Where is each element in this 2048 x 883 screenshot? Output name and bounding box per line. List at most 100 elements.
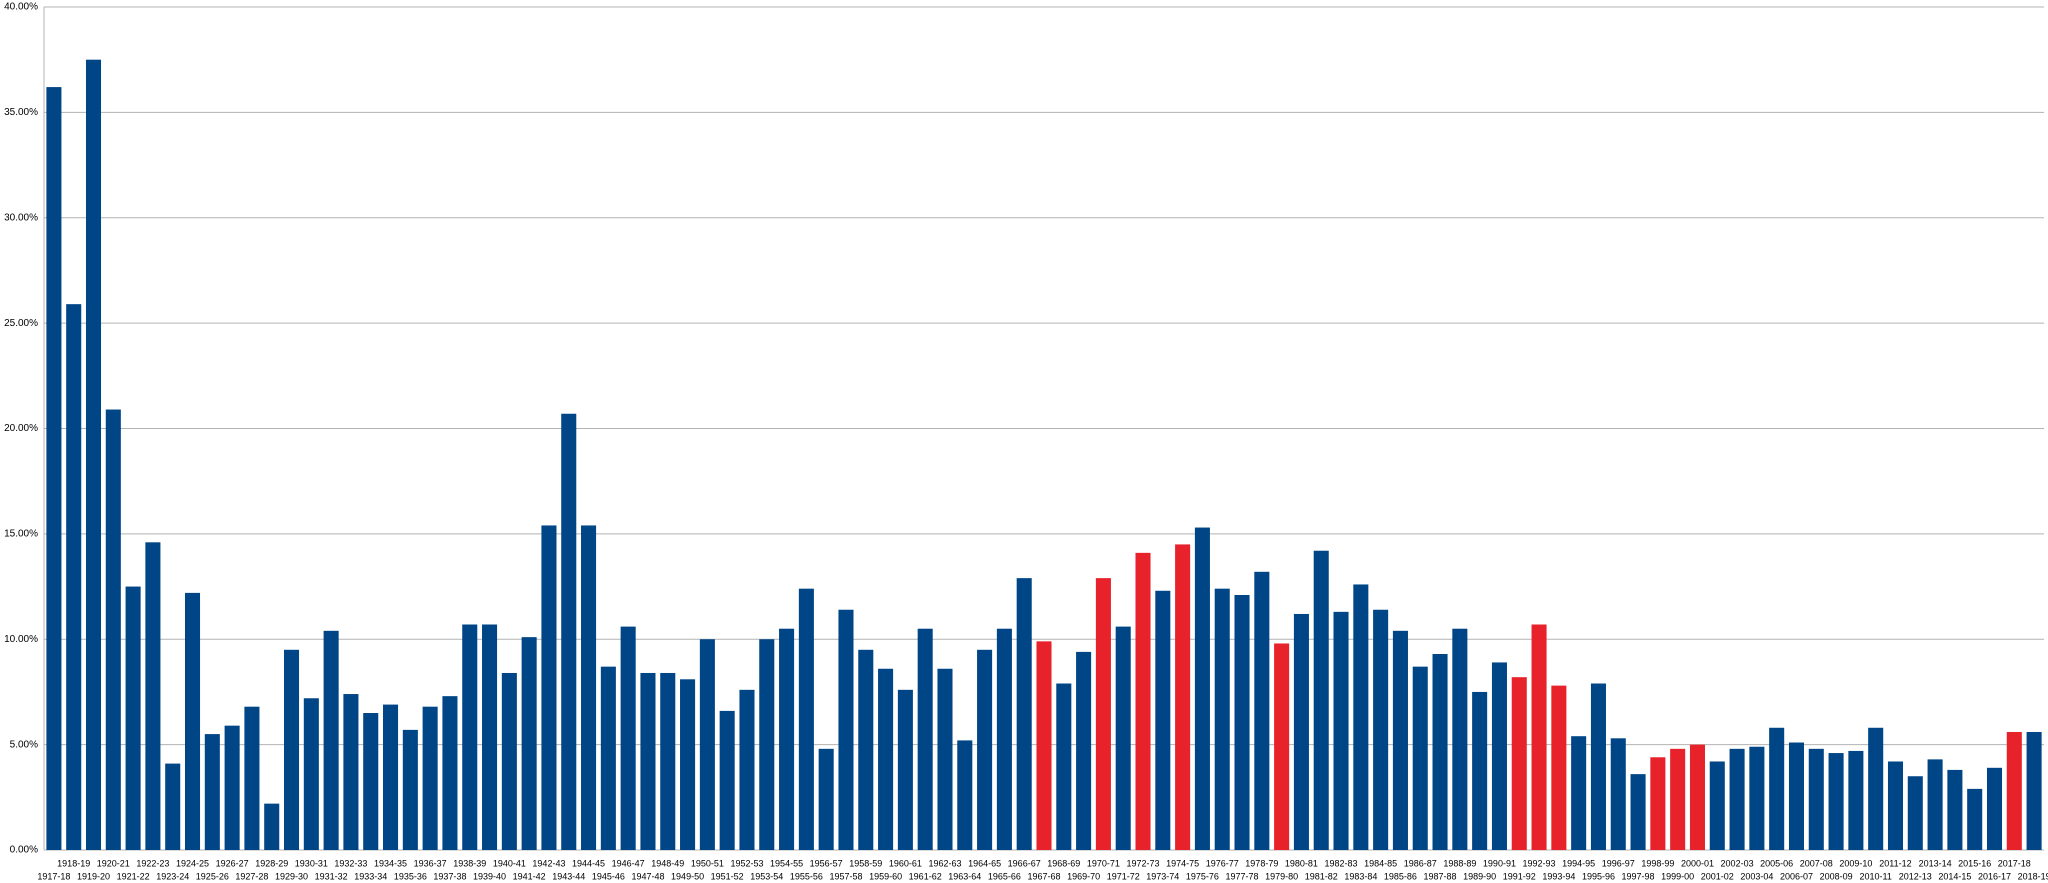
x-tick-label: 1986-87	[1404, 858, 1437, 868]
bar	[1175, 544, 1191, 850]
bar	[264, 803, 280, 850]
bar	[719, 710, 735, 850]
x-tick-label: 2001-02	[1701, 871, 1734, 881]
x-tick-label: 1943-44	[552, 871, 585, 881]
bar	[1947, 769, 1963, 850]
x-tick-label: 1988-89	[1443, 858, 1476, 868]
y-tick-label: 25.00%	[4, 318, 38, 329]
y-tick-label: 40.00%	[4, 2, 38, 13]
x-tick-label: 2003-04	[1740, 871, 1773, 881]
bar	[1887, 761, 1904, 850]
bar	[759, 639, 775, 850]
x-tick-label: 1958-59	[849, 858, 882, 868]
x-tick-label: 1930-31	[295, 858, 328, 868]
x-tick-label: 1938-39	[453, 858, 486, 868]
bar	[85, 59, 102, 850]
bar	[1630, 774, 1646, 850]
x-tick-label: 1996-97	[1602, 858, 1635, 868]
bar	[1927, 759, 1943, 850]
x-tick-label: 1947-48	[631, 871, 664, 881]
bar	[1808, 748, 1824, 850]
bar	[1036, 641, 1052, 850]
x-tick-label: 2010-11	[1859, 871, 1891, 881]
bar	[1571, 736, 1587, 850]
x-tick-label: 2016-17	[1978, 871, 2011, 881]
x-tick-label: 1931-32	[315, 871, 348, 881]
x-tick-label: 1925-26	[196, 871, 229, 881]
bar	[917, 628, 933, 850]
bar	[858, 649, 874, 850]
x-tick-label: 1923-24	[156, 871, 189, 881]
bar	[1076, 651, 1092, 850]
x-tick-label: 2008-09	[1820, 871, 1853, 881]
bar	[1254, 571, 1270, 850]
x-tick-label: 1941-42	[513, 871, 546, 881]
bar	[1749, 746, 1765, 850]
bar	[224, 725, 240, 850]
x-tick-label: 1987-88	[1424, 871, 1457, 881]
x-tick-label: 1982-83	[1325, 858, 1358, 868]
x-tick-label: 1917-18	[37, 871, 70, 881]
x-tick-label: 1953-54	[750, 871, 783, 881]
bar	[1650, 757, 1666, 850]
bar	[1511, 677, 1527, 850]
x-tick-label: 1954-55	[770, 858, 803, 868]
x-tick-label: 1945-46	[592, 871, 625, 881]
x-tick-label: 1972-73	[1126, 858, 1159, 868]
bar	[1967, 788, 1983, 850]
bar	[303, 698, 319, 850]
bar	[561, 413, 577, 850]
x-tick-label: 1983-84	[1344, 871, 1377, 881]
x-tick-label: 1965-66	[988, 871, 1021, 881]
bar	[343, 694, 359, 850]
y-tick-label: 5.00%	[10, 739, 38, 750]
bar	[521, 637, 537, 850]
x-tick-label: 1942-43	[532, 858, 565, 868]
bar	[422, 706, 438, 850]
x-tick-label: 1948-49	[651, 858, 684, 868]
x-tick-label: 1956-57	[810, 858, 843, 868]
x-tick-label: 1980-81	[1285, 858, 1318, 868]
x-tick-label: 1921-22	[117, 871, 150, 881]
x-tick-label: 2002-03	[1721, 858, 1754, 868]
x-tick-label: 1927-28	[235, 871, 268, 881]
x-tick-label: 1944-45	[572, 858, 605, 868]
bar	[244, 706, 260, 850]
x-tick-label: 1960-61	[889, 858, 922, 868]
x-tick-label: 1991-92	[1503, 871, 1536, 881]
x-tick-label: 1975-76	[1186, 871, 1219, 881]
x-tick-label: 2000-01	[1681, 858, 1714, 868]
bar	[1689, 744, 1705, 850]
x-tick-label: 1955-56	[790, 871, 823, 881]
x-tick-label: 1926-27	[216, 858, 249, 868]
y-tick-label: 20.00%	[4, 423, 38, 434]
bar	[1709, 761, 1725, 850]
x-tick-label: 1929-30	[275, 871, 308, 881]
bar	[1056, 683, 1072, 850]
x-tick-label: 1985-86	[1384, 871, 1417, 881]
x-tick-label: 2014-15	[1938, 871, 1971, 881]
x-tick-label: 1966-67	[1008, 858, 1041, 868]
x-tick-label: 1999-00	[1661, 871, 1694, 881]
x-tick-label: 1995-96	[1582, 871, 1615, 881]
bar	[977, 649, 993, 850]
bar	[1986, 767, 2003, 850]
bar	[818, 748, 834, 850]
x-tick-label: 1990-91	[1483, 858, 1516, 868]
x-tick-label: 1984-85	[1364, 858, 1397, 868]
x-tick-label: 1981-82	[1305, 871, 1338, 881]
bar	[462, 624, 478, 850]
bar	[2006, 731, 2022, 850]
bar	[1155, 590, 1171, 850]
bar	[1135, 552, 1151, 850]
bar	[1333, 611, 1349, 850]
x-tick-label: 1993-94	[1542, 871, 1575, 881]
x-tick-label: 1919-20	[77, 871, 110, 881]
bar	[482, 624, 498, 850]
bar	[1353, 584, 1369, 850]
x-tick-label: 1994-95	[1562, 858, 1595, 868]
bar	[996, 628, 1012, 850]
x-tick-label: 1978-79	[1245, 858, 1278, 868]
x-tick-label: 1970-71	[1087, 858, 1120, 868]
bar	[541, 525, 557, 850]
